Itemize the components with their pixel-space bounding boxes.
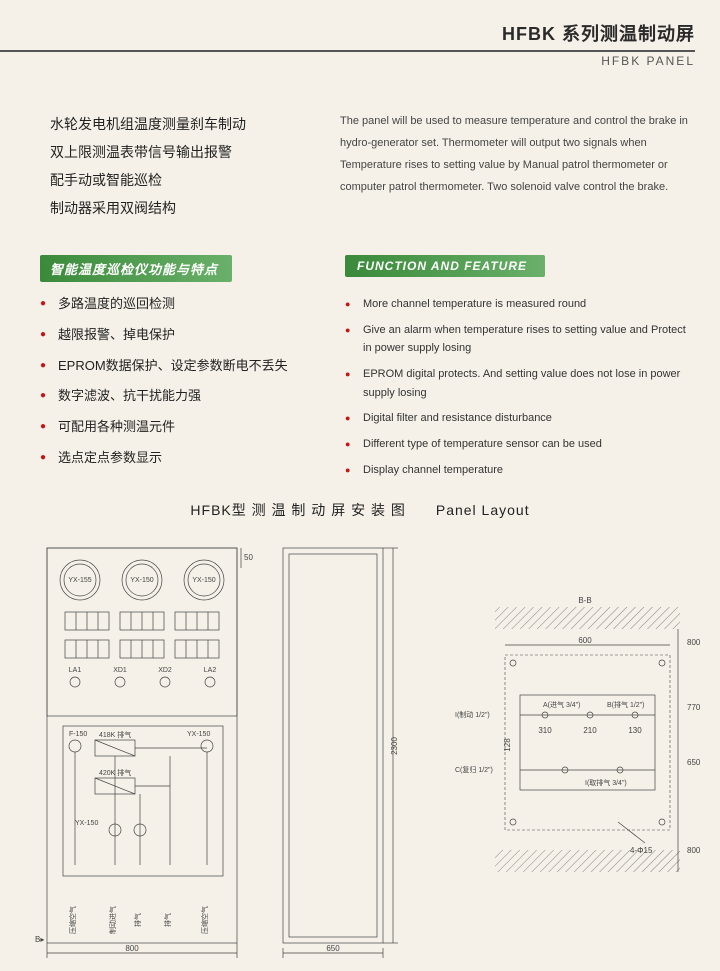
features-list-en: More channel temperature is measured rou… [345, 295, 695, 480]
feature-item-en: Digital filter and resistance disturbanc… [363, 409, 695, 428]
header-title-en: HFBK PANEL [0, 54, 695, 68]
feature-item-en: Different type of temperature sensor can… [363, 435, 695, 454]
svg-text:600: 600 [578, 636, 592, 645]
svg-text:YX-155: YX-155 [68, 577, 91, 584]
svg-text:I(制动 1/2"): I(制动 1/2") [455, 710, 490, 719]
header-title-cn: HFBK 系列测温制动屏 [0, 20, 695, 46]
side-panel-diagram: 2300 650 [275, 540, 405, 960]
page-header: HFBK 系列测温制动屏 HFBK PANEL [0, 20, 720, 68]
svg-text:C(复归 1/2"): C(复归 1/2") [455, 765, 493, 774]
svg-text:418K 排气: 418K 排气 [99, 730, 131, 739]
svg-text:LA2: LA2 [204, 667, 217, 674]
svg-text:128: 128 [503, 738, 512, 752]
svg-text:YX-150: YX-150 [75, 820, 98, 827]
svg-text:770: 770 [687, 703, 701, 712]
svg-text:XD1: XD1 [113, 667, 127, 674]
svg-text:650: 650 [326, 944, 340, 953]
diagram-area: YX-155 YX-150 YX-150 LA1 XD1 XD2 LA2 F-150 YX… [20, 530, 700, 966]
svg-text:压缩空气: 压缩空气 [200, 906, 209, 934]
svg-text:2300: 2300 [390, 737, 399, 755]
feature-item-en: Display channel temperature [363, 461, 695, 480]
svg-text:YX-150: YX-150 [130, 577, 153, 584]
svg-text:210: 210 [583, 726, 597, 735]
layout-title: HFBK型 测 温 制 动 屏 安 装 图 Panel Layout [0, 500, 720, 520]
svg-text:LA1: LA1 [69, 667, 82, 674]
intro-line: 配手动或智能巡检 [50, 166, 310, 194]
svg-text:B-B: B-B [578, 596, 591, 605]
feature-item-cn: 可配用各种测温元件 [58, 417, 305, 438]
feature-item-en: EPROM digital protects. And setting valu… [363, 365, 695, 402]
feature-item-cn: 多路温度的巡回检测 [58, 294, 305, 315]
front-panel-diagram: YX-155 YX-150 YX-150 LA1 XD1 XD2 LA2 F-150 YX… [35, 540, 250, 960]
svg-text:800: 800 [687, 638, 701, 647]
features-cn-block: 智能温度巡检仪功能与特点 多路温度的巡回检测越限报警、掉电保护 EPROM数据保护… [40, 255, 305, 487]
svg-text:50: 50 [244, 553, 253, 562]
svg-text:I(取排气 3/4"): I(取排气 3/4") [585, 778, 627, 787]
svg-text:YX-150: YX-150 [192, 577, 215, 584]
svg-text:XD2: XD2 [158, 667, 172, 674]
feature-item-cn: EPROM数据保护、设定参数断电不丢失 [58, 356, 305, 377]
feature-item-cn: 数字滤波、抗干扰能力强 [58, 386, 305, 407]
features-en-block: FUNCTION AND FEATURE More channel temper… [345, 255, 695, 487]
features-title-cn: 智能温度巡检仪功能与特点 [40, 255, 232, 282]
svg-text:排气: 排气 [163, 913, 172, 927]
feature-item-cn: 越限报警、掉电保护 [58, 325, 305, 346]
intro-text-en: The panel will be used to measure temper… [340, 110, 695, 222]
svg-text:4-Φ15: 4-Φ15 [630, 846, 653, 855]
svg-text:F-150: F-150 [69, 731, 87, 738]
feature-item-en: Give an alarm when temperature rises to … [363, 321, 695, 358]
intro-line: 制动器采用双阀结构 [50, 194, 310, 222]
svg-text:压缩空气: 压缩空气 [68, 906, 77, 934]
feature-item-en: More channel temperature is measured rou… [363, 295, 695, 314]
features-title-en: FUNCTION AND FEATURE [345, 255, 545, 277]
header-rule [0, 50, 695, 52]
feature-item-cn: 选点定点参数显示 [58, 448, 305, 469]
svg-text:800: 800 [125, 944, 139, 953]
svg-text:A(进气 3/4"): A(进气 3/4") [543, 700, 581, 709]
intro-line: 水轮发电机组温度测量刹车制动 [50, 110, 310, 138]
mount-diagram: B-B I(制动 1/2") A(进气 3/4") B(排气 1/2") C(复归 1… [435, 595, 695, 905]
svg-text:310: 310 [538, 726, 552, 735]
svg-text:650: 650 [687, 758, 701, 767]
features-list-cn: 多路温度的巡回检测越限报警、掉电保护 EPROM数据保护、设定参数断电不丢失数字滤… [40, 294, 305, 469]
intro-text-cn: 水轮发电机组温度测量刹车制动双上限测温表带信号输出报警配手动或智能巡检制动器采用… [50, 110, 310, 222]
intro-line: 双上限测温表带信号输出报警 [50, 138, 310, 166]
svg-text:B▸: B▸ [35, 935, 44, 944]
svg-text:制动进气: 制动进气 [108, 906, 117, 934]
intro-section: 水轮发电机组温度测量刹车制动双上限测温表带信号输出报警配手动或智能巡检制动器采用… [50, 110, 695, 222]
svg-text:130: 130 [628, 726, 642, 735]
svg-text:B(排气 1/2"): B(排气 1/2") [607, 700, 645, 709]
svg-text:排气: 排气 [133, 913, 142, 927]
features-section: 智能温度巡检仪功能与特点 多路温度的巡回检测越限报警、掉电保护 EPROM数据保护… [40, 255, 695, 487]
svg-text:800: 800 [687, 846, 701, 855]
svg-text:YX-150: YX-150 [187, 731, 210, 738]
